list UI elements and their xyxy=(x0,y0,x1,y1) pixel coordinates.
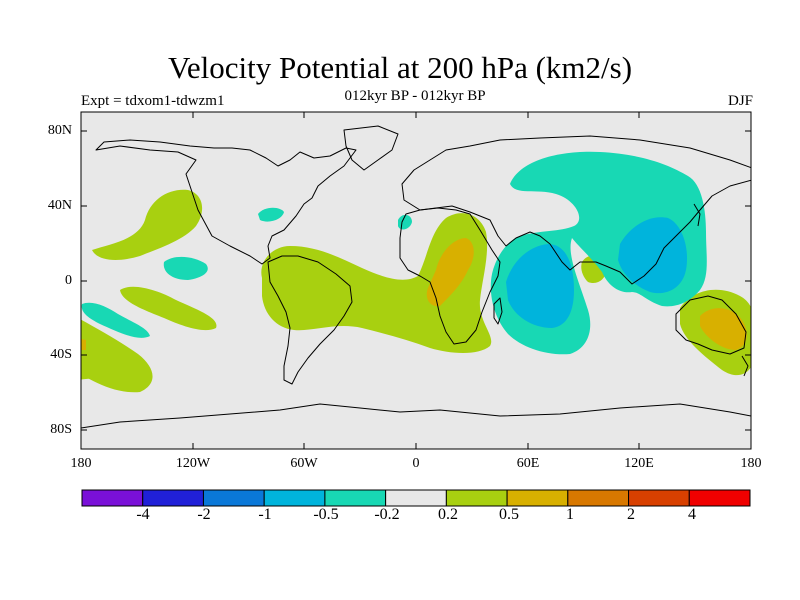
lon-label-120w: 120W xyxy=(175,456,211,471)
contour-05-australia xyxy=(700,308,747,350)
colorbar-swatch xyxy=(628,489,690,507)
colorbar-label: -0.2 xyxy=(374,506,400,523)
contour-negative-north-america xyxy=(258,207,284,222)
colorbar-label: 4 xyxy=(688,506,696,523)
lat-label-80n: 80N xyxy=(47,123,72,138)
lon-label-180e: 180 xyxy=(740,456,762,471)
colorbar-swatch xyxy=(688,489,751,507)
colorbar-swatch xyxy=(385,489,447,507)
lon-label-120e: 120E xyxy=(624,456,654,471)
colorbar-label: 0.2 xyxy=(438,506,458,523)
colorbar-label: 2 xyxy=(627,506,635,523)
contour-positive-west-edge xyxy=(81,324,96,380)
season-label: DJF xyxy=(727,93,753,109)
page-title: Velocity Potential at 200 hPa (km2/s) xyxy=(167,50,633,85)
colorbar-swatch xyxy=(263,489,326,507)
lat-label-80s: 80S xyxy=(50,422,72,437)
contour-positive-north-pacific xyxy=(92,189,203,260)
experiment-label: Expt = tdxom1-tdwzm1 xyxy=(81,93,225,109)
lon-label-180w: 180 xyxy=(70,456,92,471)
contour-positive-southwest-pacific xyxy=(81,319,153,393)
colorbar xyxy=(81,489,751,507)
colorbar-label: 1 xyxy=(566,506,574,523)
contour-05-africa xyxy=(426,238,474,307)
colorbar-label: -1 xyxy=(258,506,272,523)
contour-negative-central-pacific xyxy=(163,256,208,280)
coast-europe-asia xyxy=(401,135,751,285)
colorbar-swatch xyxy=(324,489,387,507)
axis-ticks xyxy=(81,112,751,449)
subtitle: 012kyr BP - 012kyr BP xyxy=(344,88,486,104)
contour-05-west-edge xyxy=(81,339,86,350)
contour-positive-south-pacific xyxy=(120,286,217,331)
coast-north-america xyxy=(95,139,357,265)
lat-label-0: 0 xyxy=(65,273,72,288)
lat-label-40n: 40N xyxy=(47,198,72,213)
colorbar-swatch xyxy=(445,489,508,507)
coast-antarctica xyxy=(81,403,751,429)
colorbar-swatch xyxy=(506,489,569,507)
colorbar-swatch xyxy=(142,489,204,507)
contour-neg05-west-pacific xyxy=(618,217,688,294)
coast-greenland xyxy=(343,125,399,171)
lon-label-60w: 60W xyxy=(290,456,318,471)
coast-new-zealand xyxy=(741,355,749,377)
colorbar-label: -2 xyxy=(197,506,211,523)
contour-negative-southwest-pacific xyxy=(81,302,150,338)
coastlines xyxy=(81,125,751,429)
colorbar-label: -4 xyxy=(136,506,150,523)
coast-south-america xyxy=(267,255,353,385)
colorbar-swatch xyxy=(81,489,144,507)
colorbar-swatch xyxy=(567,489,630,507)
colorbar-swatch xyxy=(202,489,265,507)
contour-fields xyxy=(81,151,751,393)
coast-africa xyxy=(399,207,501,345)
contour-positive-atlantic-africa xyxy=(261,213,492,353)
lon-label-0: 0 xyxy=(412,456,420,471)
colorbar-label: 0.5 xyxy=(499,506,519,523)
coast-madagascar xyxy=(493,297,503,325)
lat-label-40s: 40S xyxy=(50,347,72,362)
colorbar-label: -0.5 xyxy=(313,506,339,523)
lon-label-60e: 60E xyxy=(516,456,540,471)
coast-australia xyxy=(675,295,747,355)
contour-neg05-indian-ocean xyxy=(506,244,574,328)
coast-japan xyxy=(693,203,701,227)
